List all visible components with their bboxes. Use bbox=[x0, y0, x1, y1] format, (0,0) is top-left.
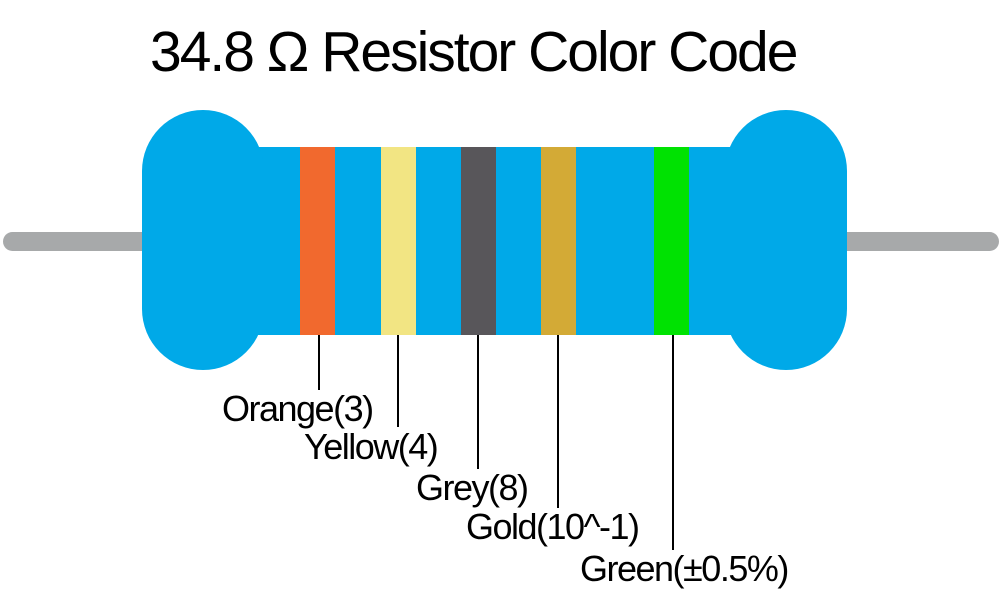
band-gold bbox=[541, 147, 576, 335]
right-lead-wire bbox=[846, 232, 999, 251]
band-yellow-pointer-line bbox=[397, 335, 399, 427]
band-green-label: Green(±0.5%) bbox=[580, 548, 789, 589]
band-green bbox=[654, 147, 689, 335]
band-grey bbox=[461, 147, 496, 335]
resistor-left-cap bbox=[142, 110, 264, 370]
band-orange-label: Orange(3) bbox=[222, 388, 374, 429]
band-orange bbox=[300, 147, 335, 335]
band-yellow-label: Yellow(4) bbox=[304, 426, 439, 467]
band-orange-pointer-line bbox=[318, 335, 320, 390]
band-grey-pointer-line bbox=[477, 335, 479, 469]
band-yellow bbox=[381, 147, 416, 335]
band-gold-label: Gold(10^-1) bbox=[466, 506, 640, 547]
band-grey-label: Grey(8) bbox=[416, 467, 529, 508]
page-title: 34.8 Ω Resistor Color Code bbox=[150, 20, 798, 84]
band-green-pointer-line bbox=[672, 335, 674, 550]
left-lead-wire bbox=[3, 232, 143, 251]
band-gold-pointer-line bbox=[557, 335, 559, 508]
resistor-right-cap bbox=[725, 110, 847, 370]
